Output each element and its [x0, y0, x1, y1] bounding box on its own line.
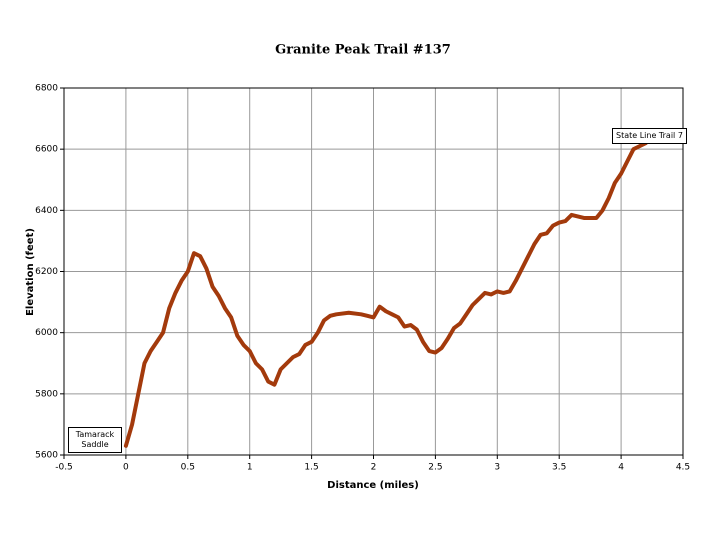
annotation: State Line Trail 7: [612, 128, 687, 144]
x-tick-label: 1.5: [304, 463, 318, 473]
plot-border: [63, 87, 684, 456]
x-tick-label: -0.5: [55, 463, 73, 473]
annotation: Tamarack Saddle: [68, 427, 122, 453]
y-tick-label: 6800: [35, 84, 58, 94]
y-tick-label: 6600: [35, 145, 58, 155]
x-tick-label: 3.5: [552, 463, 566, 473]
y-tick-label: 5800: [35, 389, 58, 399]
x-tick-label: 0.5: [181, 463, 195, 473]
y-axis-label: Elevation (feet): [25, 228, 36, 316]
x-tick-label: 3: [494, 463, 500, 473]
y-tick-label: 5600: [35, 451, 58, 461]
x-axis-label: Distance (miles): [327, 480, 419, 491]
y-tick-label: 6000: [35, 328, 58, 338]
x-tick-label: 2.5: [428, 463, 442, 473]
x-tick-label: 4.5: [676, 463, 690, 473]
elevation-line: [123, 141, 648, 448]
x-tick-label: 4: [618, 463, 624, 473]
x-tick-label: 1: [247, 463, 253, 473]
chart-title: Granite Peak Trail #137: [275, 43, 451, 58]
y-tick-label: 6200: [35, 267, 58, 277]
y-tick-label: 6400: [35, 206, 58, 216]
x-tick-label: 2: [371, 463, 377, 473]
x-tick-label: 0: [123, 463, 129, 473]
